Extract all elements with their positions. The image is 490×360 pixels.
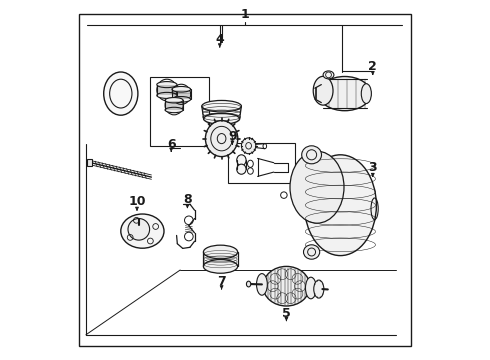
Ellipse shape <box>237 164 246 174</box>
Ellipse shape <box>172 96 191 102</box>
Ellipse shape <box>104 72 138 115</box>
Ellipse shape <box>242 138 256 154</box>
Ellipse shape <box>157 93 177 98</box>
Text: 7: 7 <box>217 275 226 288</box>
Text: 8: 8 <box>183 193 192 206</box>
Bar <box>87 159 92 166</box>
Ellipse shape <box>121 214 164 248</box>
Ellipse shape <box>303 245 319 259</box>
Ellipse shape <box>165 98 183 103</box>
Bar <box>149 77 209 146</box>
Ellipse shape <box>172 86 191 92</box>
Ellipse shape <box>257 274 268 295</box>
Text: 4: 4 <box>216 33 224 46</box>
Ellipse shape <box>203 260 238 273</box>
Ellipse shape <box>305 277 316 299</box>
Text: 9: 9 <box>228 130 237 143</box>
Ellipse shape <box>246 281 251 287</box>
Ellipse shape <box>323 71 334 79</box>
Text: 2: 2 <box>368 60 377 73</box>
Ellipse shape <box>202 100 242 112</box>
Ellipse shape <box>318 77 371 111</box>
Ellipse shape <box>304 155 376 256</box>
Ellipse shape <box>313 76 333 105</box>
Text: 3: 3 <box>368 161 377 174</box>
Ellipse shape <box>165 107 183 113</box>
Ellipse shape <box>237 155 246 166</box>
Ellipse shape <box>263 266 310 306</box>
Ellipse shape <box>157 82 177 87</box>
Text: 1: 1 <box>241 8 249 21</box>
Ellipse shape <box>361 84 371 104</box>
Text: 10: 10 <box>128 195 146 208</box>
Bar <box>228 143 295 183</box>
Ellipse shape <box>314 280 324 298</box>
Ellipse shape <box>290 151 344 223</box>
Text: 5: 5 <box>282 307 291 320</box>
Ellipse shape <box>204 113 240 124</box>
Circle shape <box>128 219 149 240</box>
Text: 6: 6 <box>167 138 175 151</box>
Ellipse shape <box>205 121 238 157</box>
Ellipse shape <box>203 245 238 259</box>
Ellipse shape <box>302 146 321 164</box>
